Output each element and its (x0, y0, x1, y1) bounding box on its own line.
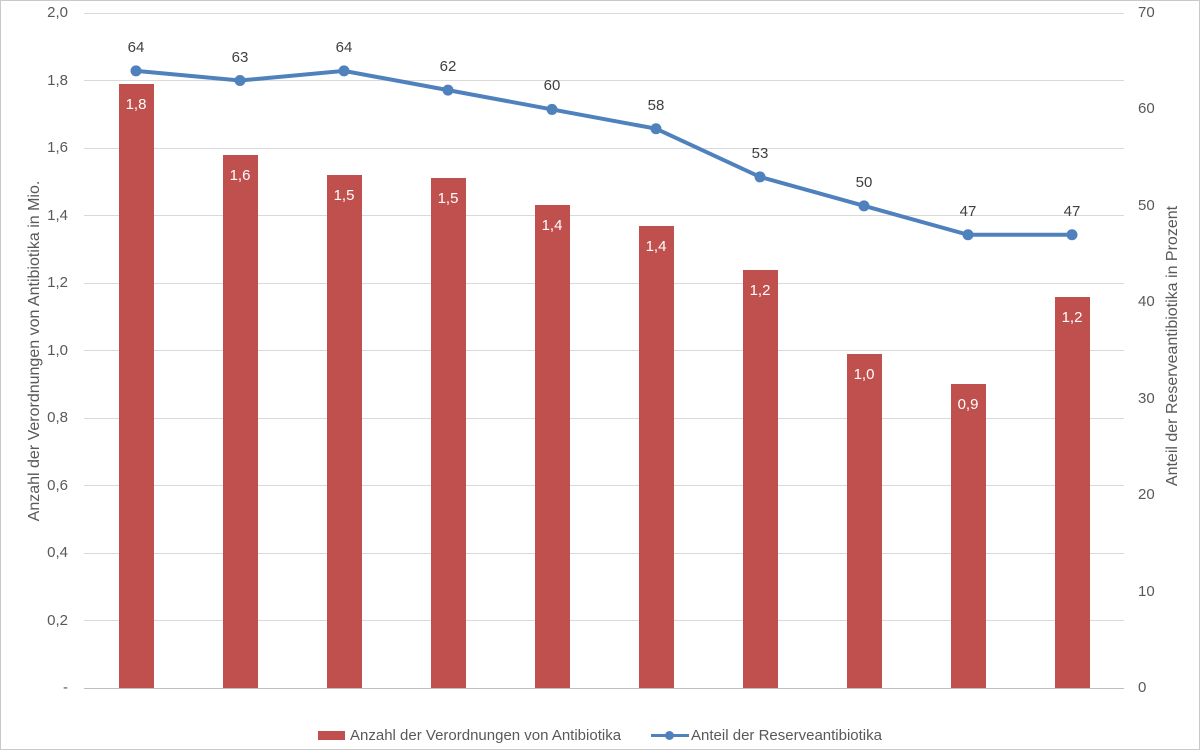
legend-item-bars: Anzahl der Verordnungen von Antibiotika (318, 727, 621, 744)
line-value-label: 64 (335, 38, 353, 56)
bar (222, 154, 258, 688)
line-path (135, 68, 1072, 237)
left-axis-title: Anzahl der Verordnungen von Antibiotika … (26, 180, 43, 522)
right-axis-tick-label: 40 (1138, 293, 1155, 311)
bar (118, 83, 154, 688)
line-value-label: 58 (647, 96, 665, 114)
left-axis-tick-label: 1,8 (47, 71, 68, 89)
bar-value-label: 1,6 (229, 166, 251, 184)
left-axis-tick-label: 0,8 (47, 409, 68, 426)
bar-value-label: 1,2 (1061, 308, 1083, 326)
bar (430, 178, 466, 688)
left-axis-tick-label: 0,6 (47, 476, 68, 494)
left-axis-tick-label: 2,0 (47, 4, 68, 21)
line-series-swatch-icon (651, 730, 690, 741)
left-axis-tick-label: 1,6 (47, 139, 68, 156)
gridline (84, 12, 1124, 14)
bar (846, 353, 882, 688)
bar (1054, 296, 1090, 688)
line-value-label: 62 (439, 58, 457, 76)
line-point (234, 75, 246, 86)
gridline (84, 552, 1124, 554)
bar-value-label: 1,5 (333, 187, 355, 204)
bar-value-label: 0,9 (957, 396, 979, 414)
line-value-label: 60 (543, 77, 561, 95)
line-point (338, 65, 350, 77)
x-axis-line (84, 687, 1124, 689)
bar-value-label: 1,2 (749, 281, 771, 299)
line-value-label: 50 (855, 173, 873, 191)
gridline (84, 215, 1124, 216)
line-point (442, 84, 454, 96)
line-swatch-marker (665, 731, 675, 740)
legend-item-line: Anteil der Reserveantibiotika (651, 727, 882, 744)
line-value-label: 47 (959, 202, 977, 220)
line-point (858, 200, 870, 212)
legend: Anzahl der Verordnungen von Antibiotika … (1, 727, 1199, 744)
gridline (84, 350, 1124, 351)
plot-area: 1,8 1,6 1,5 1,5 1,4 1,4 1,2 1,0 0,9 1,2 64 63 64 62 60… (84, 12, 1124, 689)
line-point (130, 65, 142, 77)
bar (326, 175, 362, 688)
right-axis-tick-label: 10 (1138, 582, 1155, 600)
gridline (84, 485, 1124, 486)
line-point (1066, 229, 1078, 241)
line-value-label: 63 (231, 48, 249, 66)
gridline (84, 147, 1124, 149)
right-axis-tick-label: 0 (1138, 679, 1147, 696)
bar (638, 225, 674, 688)
bar (950, 384, 986, 688)
line-series (130, 65, 1078, 241)
left-axis-tick-label: 1,2 (47, 274, 68, 291)
bar-value-label: 1,8 (125, 95, 147, 113)
bar (534, 205, 570, 688)
bar-value-label: 1,4 (645, 237, 667, 255)
legend-label-bars: Anzahl der Verordnungen von Antibiotika (350, 727, 622, 744)
bar (742, 269, 778, 688)
right-axis-tick-label: 60 (1138, 100, 1155, 118)
gridline (84, 80, 1124, 81)
left-axis-tick-label: 1,4 (47, 206, 68, 224)
line-value-label: 53 (751, 144, 769, 162)
right-axis-tick-label: 70 (1138, 4, 1155, 21)
gridline (84, 620, 1124, 621)
line-point (962, 229, 974, 241)
right-axis-tick-label: 50 (1138, 196, 1155, 214)
line-point (650, 123, 662, 135)
gridline (84, 417, 1124, 419)
bar-value-label: 1,0 (853, 365, 875, 383)
bar-value-label: 1,5 (437, 190, 459, 208)
line-point (754, 171, 766, 183)
left-axis-tick-label: 0,4 (47, 544, 68, 561)
right-axis-tick-label: 20 (1138, 486, 1155, 504)
line-point (546, 103, 558, 115)
left-axis-tick-label: - (63, 679, 68, 696)
bar-value-label: 1,4 (541, 217, 563, 235)
right-axis-title: Anteil der Reserveantibiotika in Prozent (1164, 205, 1181, 487)
bar-series-swatch-icon (318, 731, 346, 740)
legend-label-line: Anteil der Reserveantibiotika (691, 727, 882, 744)
left-axis-tick-label: 0,2 (47, 611, 68, 629)
gridline (84, 282, 1124, 284)
line-value-label: 64 (127, 38, 145, 56)
left-axis-tick-label: 1,0 (47, 341, 68, 359)
right-axis-tick-label: 30 (1138, 389, 1155, 407)
line-value-label: 47 (1063, 202, 1081, 220)
